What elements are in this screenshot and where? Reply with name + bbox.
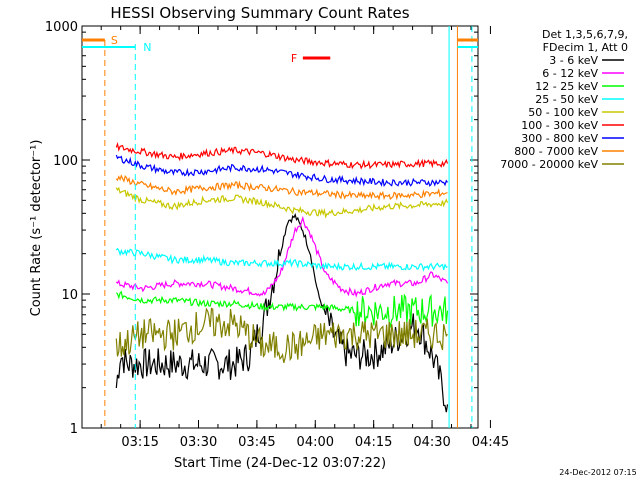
series-line — [115, 307, 448, 363]
plot-frame — [81, 25, 479, 429]
legend-label: 3 - 6 keV — [549, 54, 598, 67]
legend-label: 300 - 800 keV — [521, 132, 598, 145]
axes: 1 10 100 1000 03:15 03:30 03:45 04:00 04:15 04:30… — [45, 20, 509, 450]
series-line — [115, 247, 448, 272]
legend-label: 25 - 50 keV — [535, 93, 598, 106]
y-tick-label: 100 — [53, 154, 78, 169]
legend-label: 7000 - 20000 keV — [500, 158, 598, 171]
x-tick-label: 04:45 — [472, 435, 509, 450]
legend-header: FDecim 1, Att 0 — [543, 41, 628, 54]
x-axis-label: Start Time (24-Dec-12 03:07:22) — [174, 456, 386, 471]
series-line — [115, 215, 449, 298]
y-tick-label: 1000 — [45, 20, 78, 35]
s-marker-label: S — [111, 34, 118, 47]
legend-label: 100 - 300 keV — [521, 119, 598, 132]
legend: Det 1,3,5,6,7,9,FDecim 1, Att 03 - 6 keV… — [500, 28, 628, 171]
legend-label: 800 - 7000 keV — [514, 145, 598, 158]
n-marker-label: N — [143, 41, 151, 54]
x-tick-label: 04:00 — [297, 435, 334, 450]
x-tick-label: 04:30 — [413, 435, 450, 450]
series-line — [115, 290, 449, 329]
x-tick-label: 03:15 — [121, 435, 158, 450]
x-tick-label: 03:45 — [238, 435, 275, 450]
chart-title: HESSI Observing Summary Count Rates — [110, 4, 409, 22]
legend-label: 6 - 12 keV — [542, 67, 598, 80]
legend-header: Det 1,3,5,6,7,9, — [542, 28, 628, 41]
series-line — [115, 154, 448, 188]
series-line — [115, 212, 449, 413]
markers-layer: S N F — [82, 26, 478, 428]
plot-border — [81, 25, 479, 429]
timestamp: 24-Dec-2012 07:15 — [559, 468, 636, 477]
y-axis-label: Count Rate (s⁻¹ detector⁻¹) — [29, 140, 44, 317]
flare-marker-label: F — [291, 52, 297, 65]
legend-label: 12 - 25 keV — [535, 80, 598, 93]
series-line — [115, 174, 448, 201]
legend-label: 50 - 100 keV — [528, 106, 598, 119]
series-line — [115, 141, 449, 170]
y-tick-label: 1 — [70, 422, 78, 437]
x-tick-label: 03:30 — [180, 435, 217, 450]
series-line — [115, 186, 449, 219]
y-tick-label: 10 — [61, 288, 78, 303]
x-tick-label: 04:15 — [355, 435, 392, 450]
series-layer — [115, 141, 449, 413]
